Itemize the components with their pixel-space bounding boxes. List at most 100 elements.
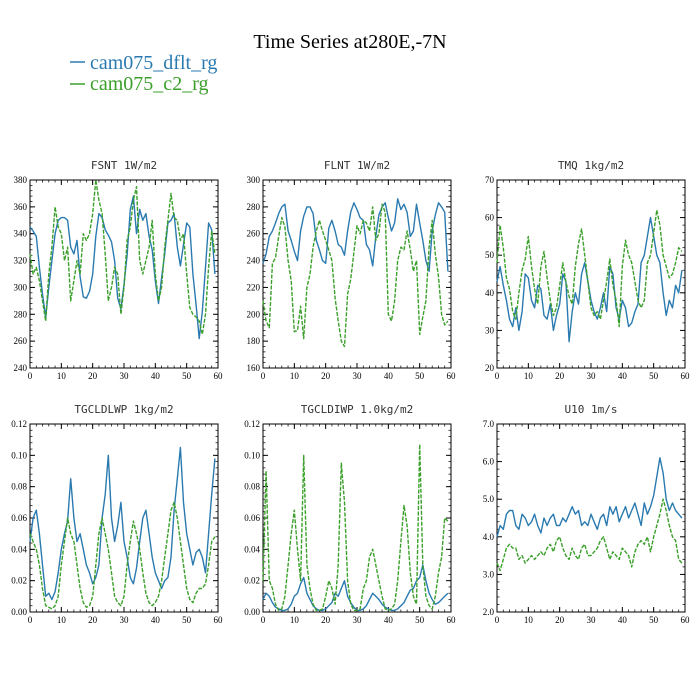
series-line-c2 (29, 501, 216, 610)
panel-6: U10 1m/s 0 10 20 30 40 50 60 2.0 3.0 4.0 5.0 6.0 7.0 (483, 403, 690, 625)
y-tick-label: 280 (14, 309, 28, 319)
x-tick-label: 0 (28, 615, 33, 625)
x-tick-label: 10 (290, 371, 300, 381)
y-tick-label: 160 (247, 363, 261, 373)
series-line-c2 (496, 498, 683, 572)
y-tick-label: 0.06 (244, 513, 260, 523)
y-tick-label: 2.0 (483, 607, 495, 617)
y-tick-label: 3.0 (483, 569, 495, 579)
panel-title: TGCLDIWP 1.0kg/m2 (301, 403, 414, 416)
figure-title: Time Series at280E,-7N (253, 31, 446, 53)
x-tick-label: 10 (524, 615, 534, 625)
y-tick-label: 0.06 (11, 513, 27, 523)
x-tick-label: 10 (290, 615, 300, 625)
x-tick-label: 30 (120, 615, 130, 625)
y-tick-label: 5.0 (483, 494, 495, 504)
x-tick-label: 30 (587, 371, 597, 381)
series-line-dflt (29, 446, 216, 601)
x-tick-label: 0 (261, 615, 266, 625)
x-tick-label: 10 (524, 371, 534, 381)
x-tick-label: 0 (495, 615, 500, 625)
y-tick-label: 40 (485, 288, 495, 298)
y-tick-label: 0.04 (244, 544, 260, 554)
x-tick-label: 60 (681, 371, 691, 381)
panel-title: FLNT 1W/m2 (324, 159, 390, 172)
x-tick-label: 30 (120, 371, 130, 381)
x-tick-label: 40 (384, 615, 394, 625)
y-tick-label: 300 (247, 175, 261, 185)
y-tick-label: 300 (14, 282, 28, 292)
panel-1: FSNT 1W/m2 0 10 20 30 40 50 60 240 260 280 300 320 34… (14, 159, 224, 381)
plot-frame (29, 423, 219, 613)
panel-2: FLNT 1W/m2 0 10 20 30 40 50 60 160 180 200 220 240 26… (247, 159, 457, 381)
x-tick-label: 20 (555, 615, 565, 625)
y-tick-label: 0.02 (11, 576, 27, 586)
x-tick-label: 0 (28, 371, 33, 381)
x-tick-label: 40 (618, 371, 628, 381)
x-tick-label: 60 (447, 371, 457, 381)
x-tick-label: 40 (151, 615, 161, 625)
series-line-c2 (262, 203, 449, 348)
y-tick-label: 4.0 (483, 532, 495, 542)
x-tick-label: 40 (151, 371, 161, 381)
y-tick-label: 7.0 (483, 419, 495, 429)
series-line-dflt (496, 457, 683, 537)
x-tick-label: 40 (618, 615, 628, 625)
plot-frame (29, 179, 219, 369)
y-tick-label: 380 (14, 175, 28, 185)
x-tick-label: 30 (353, 371, 363, 381)
panel-title: U10 1m/s (565, 403, 618, 416)
y-tick-label: 0.00 (244, 607, 260, 617)
x-tick-label: 30 (587, 615, 597, 625)
y-tick-label: 0.10 (11, 450, 27, 460)
y-tick-label: 220 (247, 282, 261, 292)
x-tick-label: 20 (321, 615, 331, 625)
x-tick-label: 0 (261, 371, 266, 381)
legend-label-c2: cam075_c2_rg (90, 73, 209, 95)
y-tick-label: 0.12 (11, 419, 27, 429)
panel-title: TMQ 1kg/m2 (558, 159, 624, 172)
y-tick-label: 0.12 (244, 419, 260, 429)
x-tick-label: 50 (182, 615, 192, 625)
y-tick-label: 240 (247, 256, 261, 266)
y-tick-label: 200 (247, 309, 261, 319)
x-tick-label: 20 (88, 615, 98, 625)
y-tick-label: 340 (14, 229, 28, 239)
y-tick-label: 50 (485, 250, 495, 260)
legend: cam075_dflt_rg cam075_c2_rg (70, 52, 217, 95)
x-tick-label: 50 (649, 371, 659, 381)
x-tick-label: 10 (57, 371, 67, 381)
panel-5: TGCLDIWP 1.0kg/m2 0 10 20 30 40 50 60 0.00 0.02 0.… (244, 403, 456, 625)
x-tick-label: 20 (88, 371, 98, 381)
y-tick-label: 0.08 (11, 482, 27, 492)
y-tick-label: 320 (14, 256, 28, 266)
y-tick-label: 260 (14, 336, 28, 346)
panel-title: FSNT 1W/m2 (91, 159, 157, 172)
panel-title: TGCLDLWP 1kg/m2 (74, 403, 173, 416)
y-tick-label: 260 (247, 229, 261, 239)
y-tick-label: 70 (485, 175, 495, 185)
series-line-c2 (29, 179, 216, 336)
x-tick-label: 60 (214, 371, 224, 381)
x-tick-label: 50 (415, 371, 425, 381)
panel-grid: FSNT 1W/m20 10 20 30 40 50 6024026028030032034… (11, 159, 690, 625)
series-line-c2 (496, 209, 683, 328)
series-line-dflt (496, 216, 683, 343)
x-tick-label: 30 (353, 615, 363, 625)
panel-3: TMQ 1kg/m2 0 10 20 30 40 50 60 20 30 40 50 60 70 (485, 159, 690, 381)
y-tick-label: 0.08 (244, 482, 260, 492)
y-tick-label: 30 (485, 325, 495, 335)
x-tick-label: 50 (649, 615, 659, 625)
y-tick-label: 0.10 (244, 450, 260, 460)
x-tick-label: 50 (415, 615, 425, 625)
series-line-dflt (262, 198, 449, 272)
y-tick-label: 280 (247, 202, 261, 212)
x-tick-label: 60 (447, 615, 457, 625)
y-tick-label: 6.0 (483, 457, 495, 467)
y-tick-label: 0.04 (11, 544, 27, 554)
panel-4: TGCLDLWP 1kg/m2 0 10 20 30 40 50 60 0.00 0.02 0.04… (11, 403, 223, 625)
series-line-c2 (262, 443, 449, 612)
y-tick-label: 0.02 (244, 576, 260, 586)
y-tick-label: 20 (485, 363, 495, 373)
